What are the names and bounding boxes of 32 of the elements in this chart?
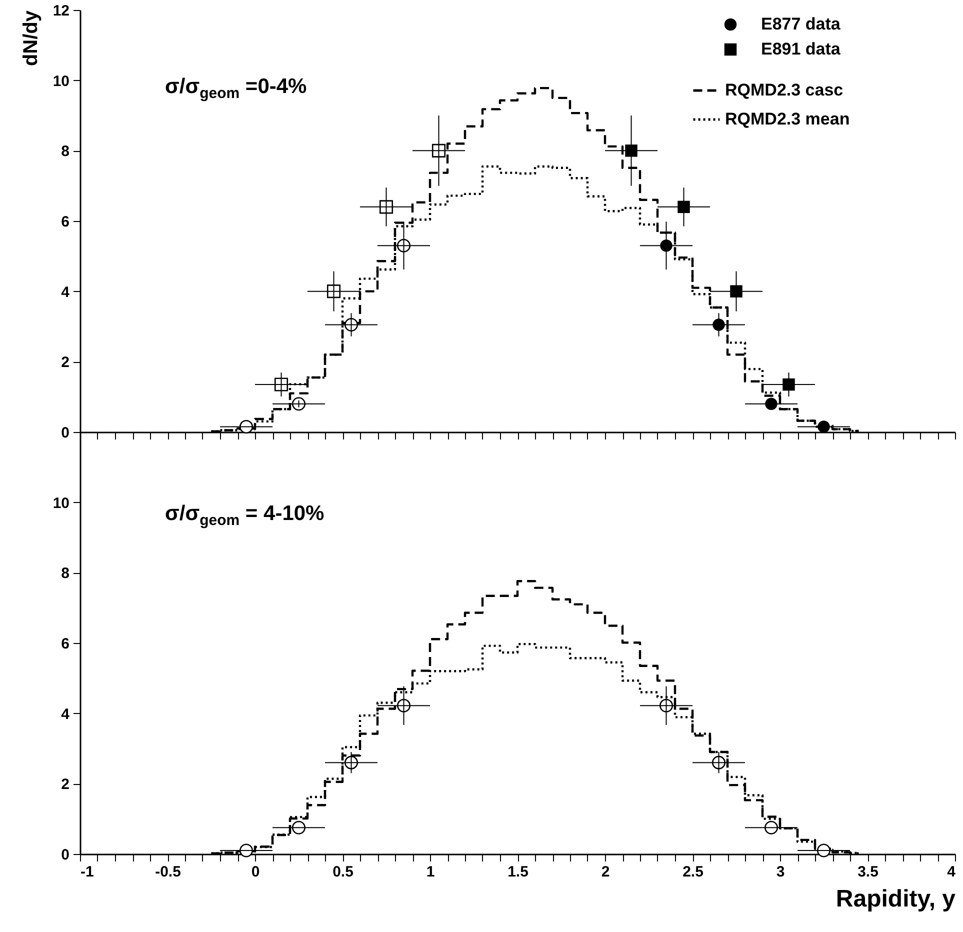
x-tick-label: 4 [947, 864, 956, 880]
y-tick-label: 0 [61, 424, 70, 442]
y-tick-label: 6 [61, 636, 70, 652]
x-tick-label: 1.5 [508, 864, 528, 880]
y-tick-label: 10 [52, 494, 70, 512]
x-tick-label: 3 [776, 864, 785, 880]
annotation: σ/σ$_{geom}$ =0-4% [165, 75, 307, 102]
y-tick-label: 8 [61, 565, 70, 582]
legend-label: E891 data [761, 40, 841, 58]
x-tick-label: 2 [601, 864, 610, 880]
x-tick-label: 3.5 [858, 864, 878, 880]
legend-label: E877 data [761, 14, 841, 34]
annotation: σ/σ$_{geom}$ = 4-10% [165, 502, 324, 530]
x-tick-label: 1 [426, 864, 435, 880]
y-tick-label: 2 [61, 354, 70, 372]
x-tick-label: 0 [251, 864, 260, 880]
y-tick-label: 4 [61, 706, 70, 723]
x-axis-title: Rapidity, y [836, 886, 956, 912]
y-tick-label: 6 [61, 214, 70, 230]
x-tick-label: 2.5 [682, 864, 704, 880]
x-tick-label: 0.5 [332, 864, 354, 880]
y-axis-title: dN/dy [20, 10, 42, 66]
y-tick-label: 8 [61, 143, 70, 160]
y-tick-label: 4 [61, 284, 70, 301]
y-tick-label: 2 [61, 776, 70, 794]
x-tick-label: -1 [80, 864, 94, 880]
y-tick-label: 0 [61, 846, 70, 864]
x-tick-label: -0.5 [155, 864, 181, 880]
y-tick-label: 10 [52, 72, 70, 90]
legend-label: RQMD2.3 casc [725, 80, 844, 100]
legend-label: RQMD2.3 mean [725, 110, 850, 128]
y-tick-label: 12 [52, 2, 70, 20]
